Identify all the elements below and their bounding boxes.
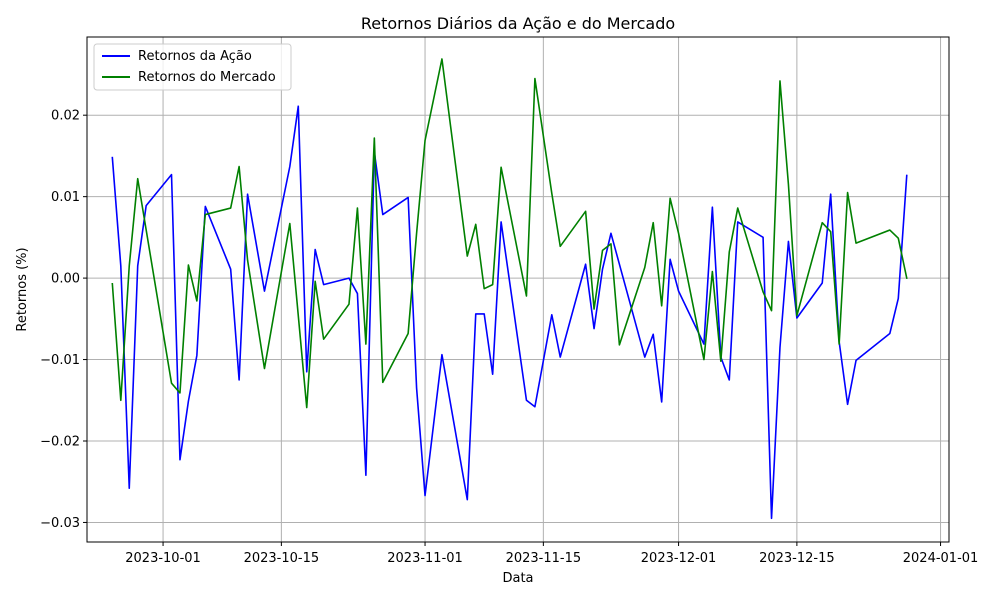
x-tick-label: 2023-10-15: [244, 551, 320, 566]
y-tick-label: −0.03: [40, 516, 80, 531]
x-tick-label: 2023-12-01: [641, 551, 717, 566]
chart-title: Retornos Diários da Ação e do Mercado: [361, 14, 675, 33]
y-axis-label: Retornos (%): [15, 247, 30, 331]
y-tick-label: −0.01: [40, 353, 80, 368]
x-axis-label: Data: [502, 571, 533, 586]
y-tick-label: 0.02: [51, 109, 80, 124]
x-tick-label: 2024-01-01: [903, 551, 979, 566]
y-axis-ticks: −0.03 −0.02 −0.01 0.00 0.01 0.02: [40, 109, 87, 531]
grid-lines: [87, 37, 949, 542]
legend-box: [93, 43, 292, 91]
legend: Retornos da Ação Retornos do Mercado: [93, 43, 292, 91]
x-tick-label: 2023-12-15: [759, 551, 835, 566]
series-lines: [111, 58, 908, 520]
x-tick-label: 2023-11-01: [387, 551, 463, 566]
legend-label-stock: Retornos da Ação: [138, 49, 252, 64]
market-returns-line: [111, 58, 908, 409]
stock-returns-line: [111, 105, 908, 520]
y-tick-label: 0.01: [51, 190, 80, 205]
x-tick-label: 2023-11-15: [506, 551, 582, 566]
plot-frame: [86, 36, 950, 543]
x-axis-ticks: 2023-10-01 2023-10-15 2023-11-01 2023-11-15…: [125, 542, 978, 566]
legend-label-market: Retornos do Mercado: [138, 70, 276, 85]
y-tick-label: 0.00: [51, 272, 80, 287]
x-tick-label: 2023-10-01: [125, 551, 201, 566]
y-tick-label: −0.02: [40, 435, 80, 450]
